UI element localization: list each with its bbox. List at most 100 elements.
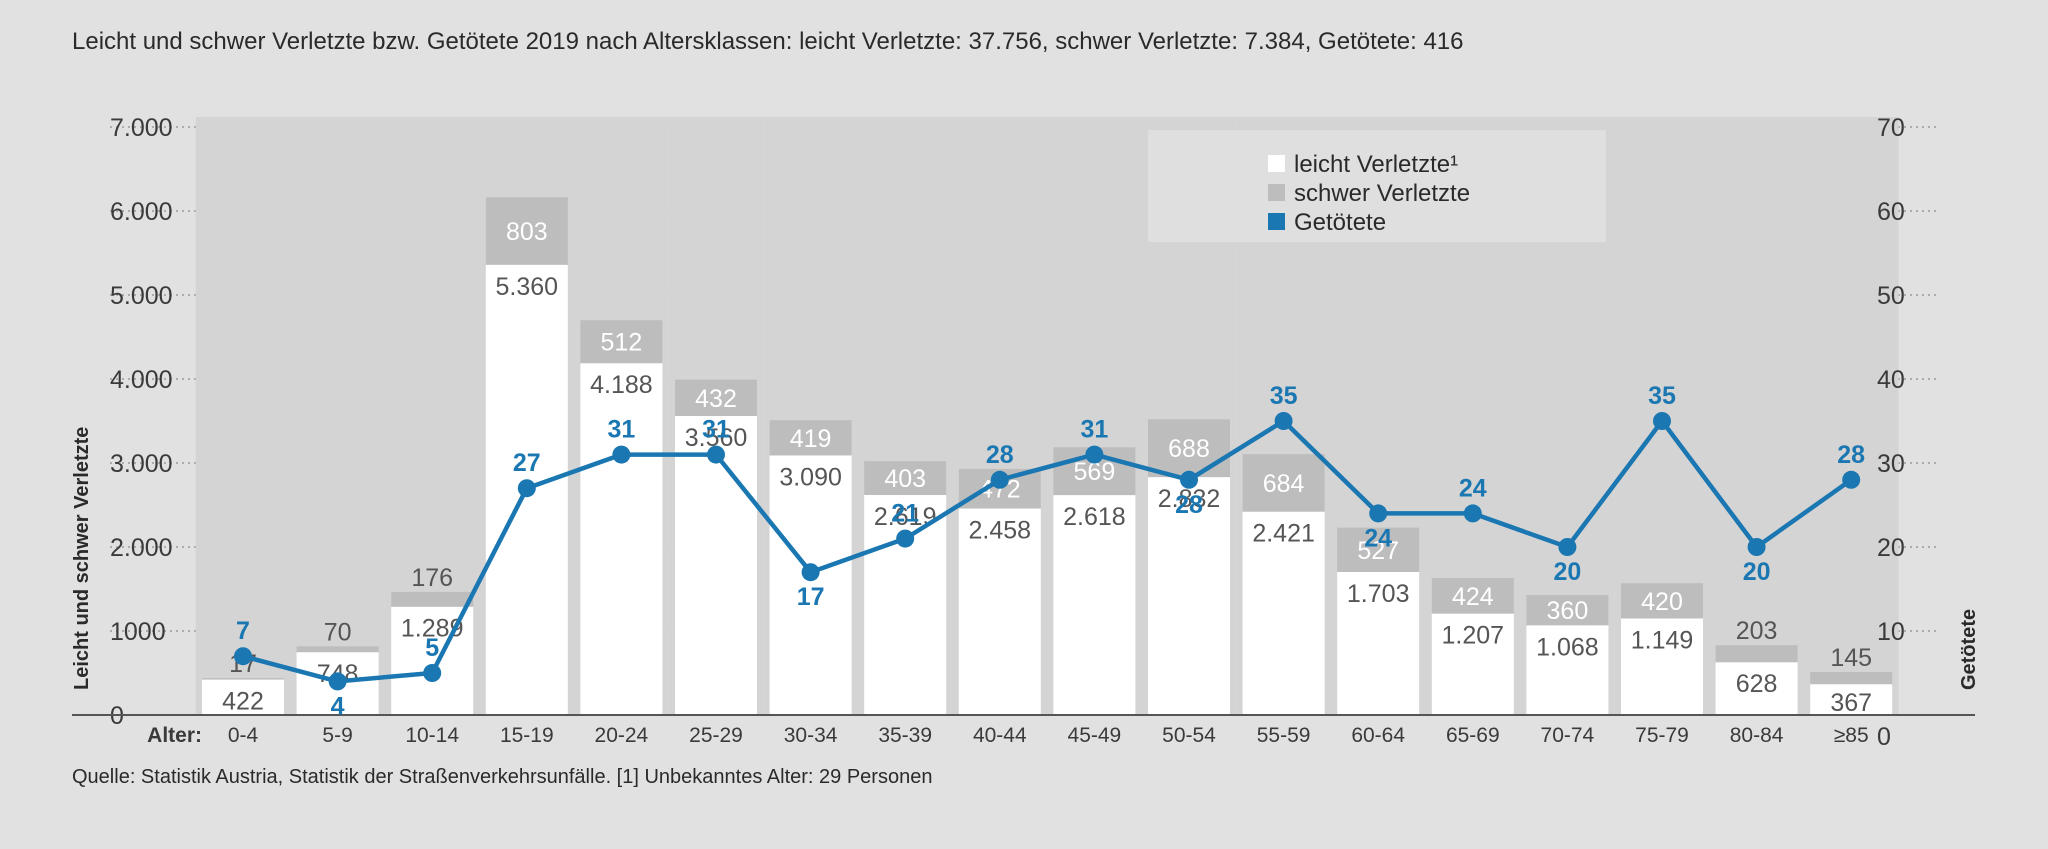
getoetete-label-15: 35 (1648, 382, 1676, 410)
value-label-schwer-1: 70 (324, 618, 352, 646)
bar-schwer-1 (296, 646, 379, 653)
bar-schwer-11 (1242, 454, 1325, 512)
category-label-0: 0-4 (228, 724, 259, 747)
value-label-leicht-17: 367 (1830, 689, 1872, 717)
y-right-tick-5: 50 (1877, 282, 1905, 310)
y-left-tick-1: 1000 (110, 618, 166, 646)
legend-label-leicht: leicht Verletzte¹ (1294, 151, 1458, 178)
value-label-schwer-15: 420 (1641, 588, 1683, 616)
bar-schwer-4 (580, 320, 663, 364)
y-left-tick-4: 4.000 (110, 366, 173, 394)
getoetete-label-4: 31 (607, 416, 635, 444)
category-label-7: 35-39 (878, 724, 932, 747)
legend-label-schwer: schwer Verletzte (1294, 180, 1470, 207)
value-label-leicht-13: 1.207 (1442, 622, 1505, 650)
y-right-tick-4: 40 (1877, 366, 1905, 394)
value-label-schwer-3: 803 (506, 218, 548, 246)
column-bg-16 (1709, 117, 1804, 715)
y-left-tick-6: 6.000 (110, 198, 173, 226)
value-label-schwer-12: 527 (1357, 537, 1399, 565)
bar-leicht-9 (1053, 495, 1136, 715)
getoetete-point-5 (707, 445, 725, 464)
y-left-tick-5: 5.000 (110, 282, 173, 310)
getoetete-point-6 (801, 563, 820, 582)
category-label-10: 50-54 (1162, 724, 1216, 747)
bar-schwer-17 (1810, 671, 1893, 685)
value-label-schwer-16: 203 (1736, 617, 1778, 645)
getoetete-label-10: 28 (1175, 491, 1203, 519)
bar-schwer-10 (1148, 419, 1230, 478)
value-label-leicht-9: 2.618 (1063, 503, 1126, 531)
value-label-leicht-3: 5.360 (496, 273, 559, 301)
getoetete-point-14 (1558, 538, 1577, 556)
bar-leicht-2 (391, 606, 474, 715)
getoetete-label-16: 20 (1743, 558, 1771, 586)
value-label-leicht-14: 1.068 (1536, 633, 1599, 661)
getoetete-point-12 (1369, 504, 1388, 523)
category-label-8: 40-44 (973, 724, 1027, 747)
bar-schwer-7 (864, 461, 947, 496)
getoetete-point-3 (517, 479, 536, 498)
category-label-1: 5-9 (322, 724, 352, 747)
bar-leicht-11 (1242, 511, 1325, 715)
bar-schwer-6 (769, 420, 852, 456)
y-right-tick-0: 0 (1877, 723, 1891, 751)
category-label-16: 80-84 (1730, 724, 1784, 747)
getoetete-label-11: 35 (1270, 382, 1298, 410)
bar-leicht-15 (1621, 618, 1703, 715)
getoetete-point-11 (1274, 412, 1293, 430)
category-label-9: 45-49 (1068, 724, 1122, 747)
bar-leicht-12 (1337, 571, 1420, 715)
bar-schwer-16 (1715, 645, 1798, 663)
bar-schwer-0 (202, 678, 284, 680)
bar-leicht-0 (202, 679, 284, 715)
value-label-schwer-4: 512 (601, 329, 643, 357)
bar-leicht-4 (580, 363, 663, 715)
category-label-17: ≥85 (1834, 724, 1869, 747)
value-label-schwer-17: 145 (1830, 644, 1872, 672)
getoetete-label-5: 31 (702, 416, 730, 444)
bar-leicht-5 (675, 415, 757, 715)
getoetete-label-3: 27 (513, 449, 541, 477)
value-label-leicht-12: 1.703 (1347, 580, 1410, 608)
category-axis-label: Alter: (147, 724, 202, 747)
getoetete-label-0: 7 (236, 617, 250, 645)
getoetete-label-9: 31 (1080, 416, 1108, 444)
legend-swatch-schwer (1268, 184, 1285, 201)
category-labels: 0-4 5-9 10-14 15-19 20-24 25-29 30-34 35-39 40-4… (228, 724, 1869, 747)
value-label-leicht-6: 3.090 (779, 463, 842, 491)
value-label-schwer-6: 419 (790, 425, 832, 453)
getoetete-point-1 (328, 672, 347, 691)
column-bg-1 (290, 117, 385, 715)
legend-box (1148, 130, 1606, 242)
value-label-leicht-15: 1.149 (1631, 626, 1694, 654)
getoetete-point-0 (234, 647, 252, 666)
getoetete-label-13: 24 (1459, 474, 1487, 502)
legend-label-getoetete: Getötete (1294, 209, 1386, 236)
column-bg-17 (1803, 117, 1899, 715)
category-label-3: 15-19 (500, 724, 554, 747)
getoetete-point-8 (990, 470, 1009, 489)
value-label-leicht-16: 628 (1736, 670, 1778, 698)
bar-leicht-6 (769, 455, 852, 715)
y-left-axis-label: Leicht und schwer Verletzte (71, 427, 93, 690)
value-label-leicht-10: 2.832 (1158, 485, 1221, 513)
getoetete-point-17 (1842, 470, 1861, 489)
legend-swatch-leicht (1268, 155, 1285, 172)
category-label-14: 70-74 (1541, 724, 1595, 747)
bar-schwer-2 (391, 591, 474, 607)
chart-title: Leicht und schwer Verletzte bzw. Getötet… (72, 28, 1464, 55)
bar-schwer-3 (485, 197, 568, 265)
getoetete-label-8: 28 (986, 441, 1014, 469)
getoetete-polyline (242, 418, 1853, 684)
legend: leicht Verletzte¹ schwer Verletzte Getöt… (1148, 130, 1606, 242)
getoetete-label-7: 21 (891, 500, 919, 528)
category-label-13: 65-69 (1446, 724, 1500, 747)
category-label-6: 30-34 (784, 724, 838, 747)
y-right-axis-label: Getötete (1958, 609, 1980, 690)
getoetete-point-9 (1085, 445, 1104, 464)
y-right-tick-3: 30 (1877, 450, 1905, 478)
getoetete-point-16 (1747, 538, 1766, 556)
bar-schwer-5 (675, 379, 757, 416)
